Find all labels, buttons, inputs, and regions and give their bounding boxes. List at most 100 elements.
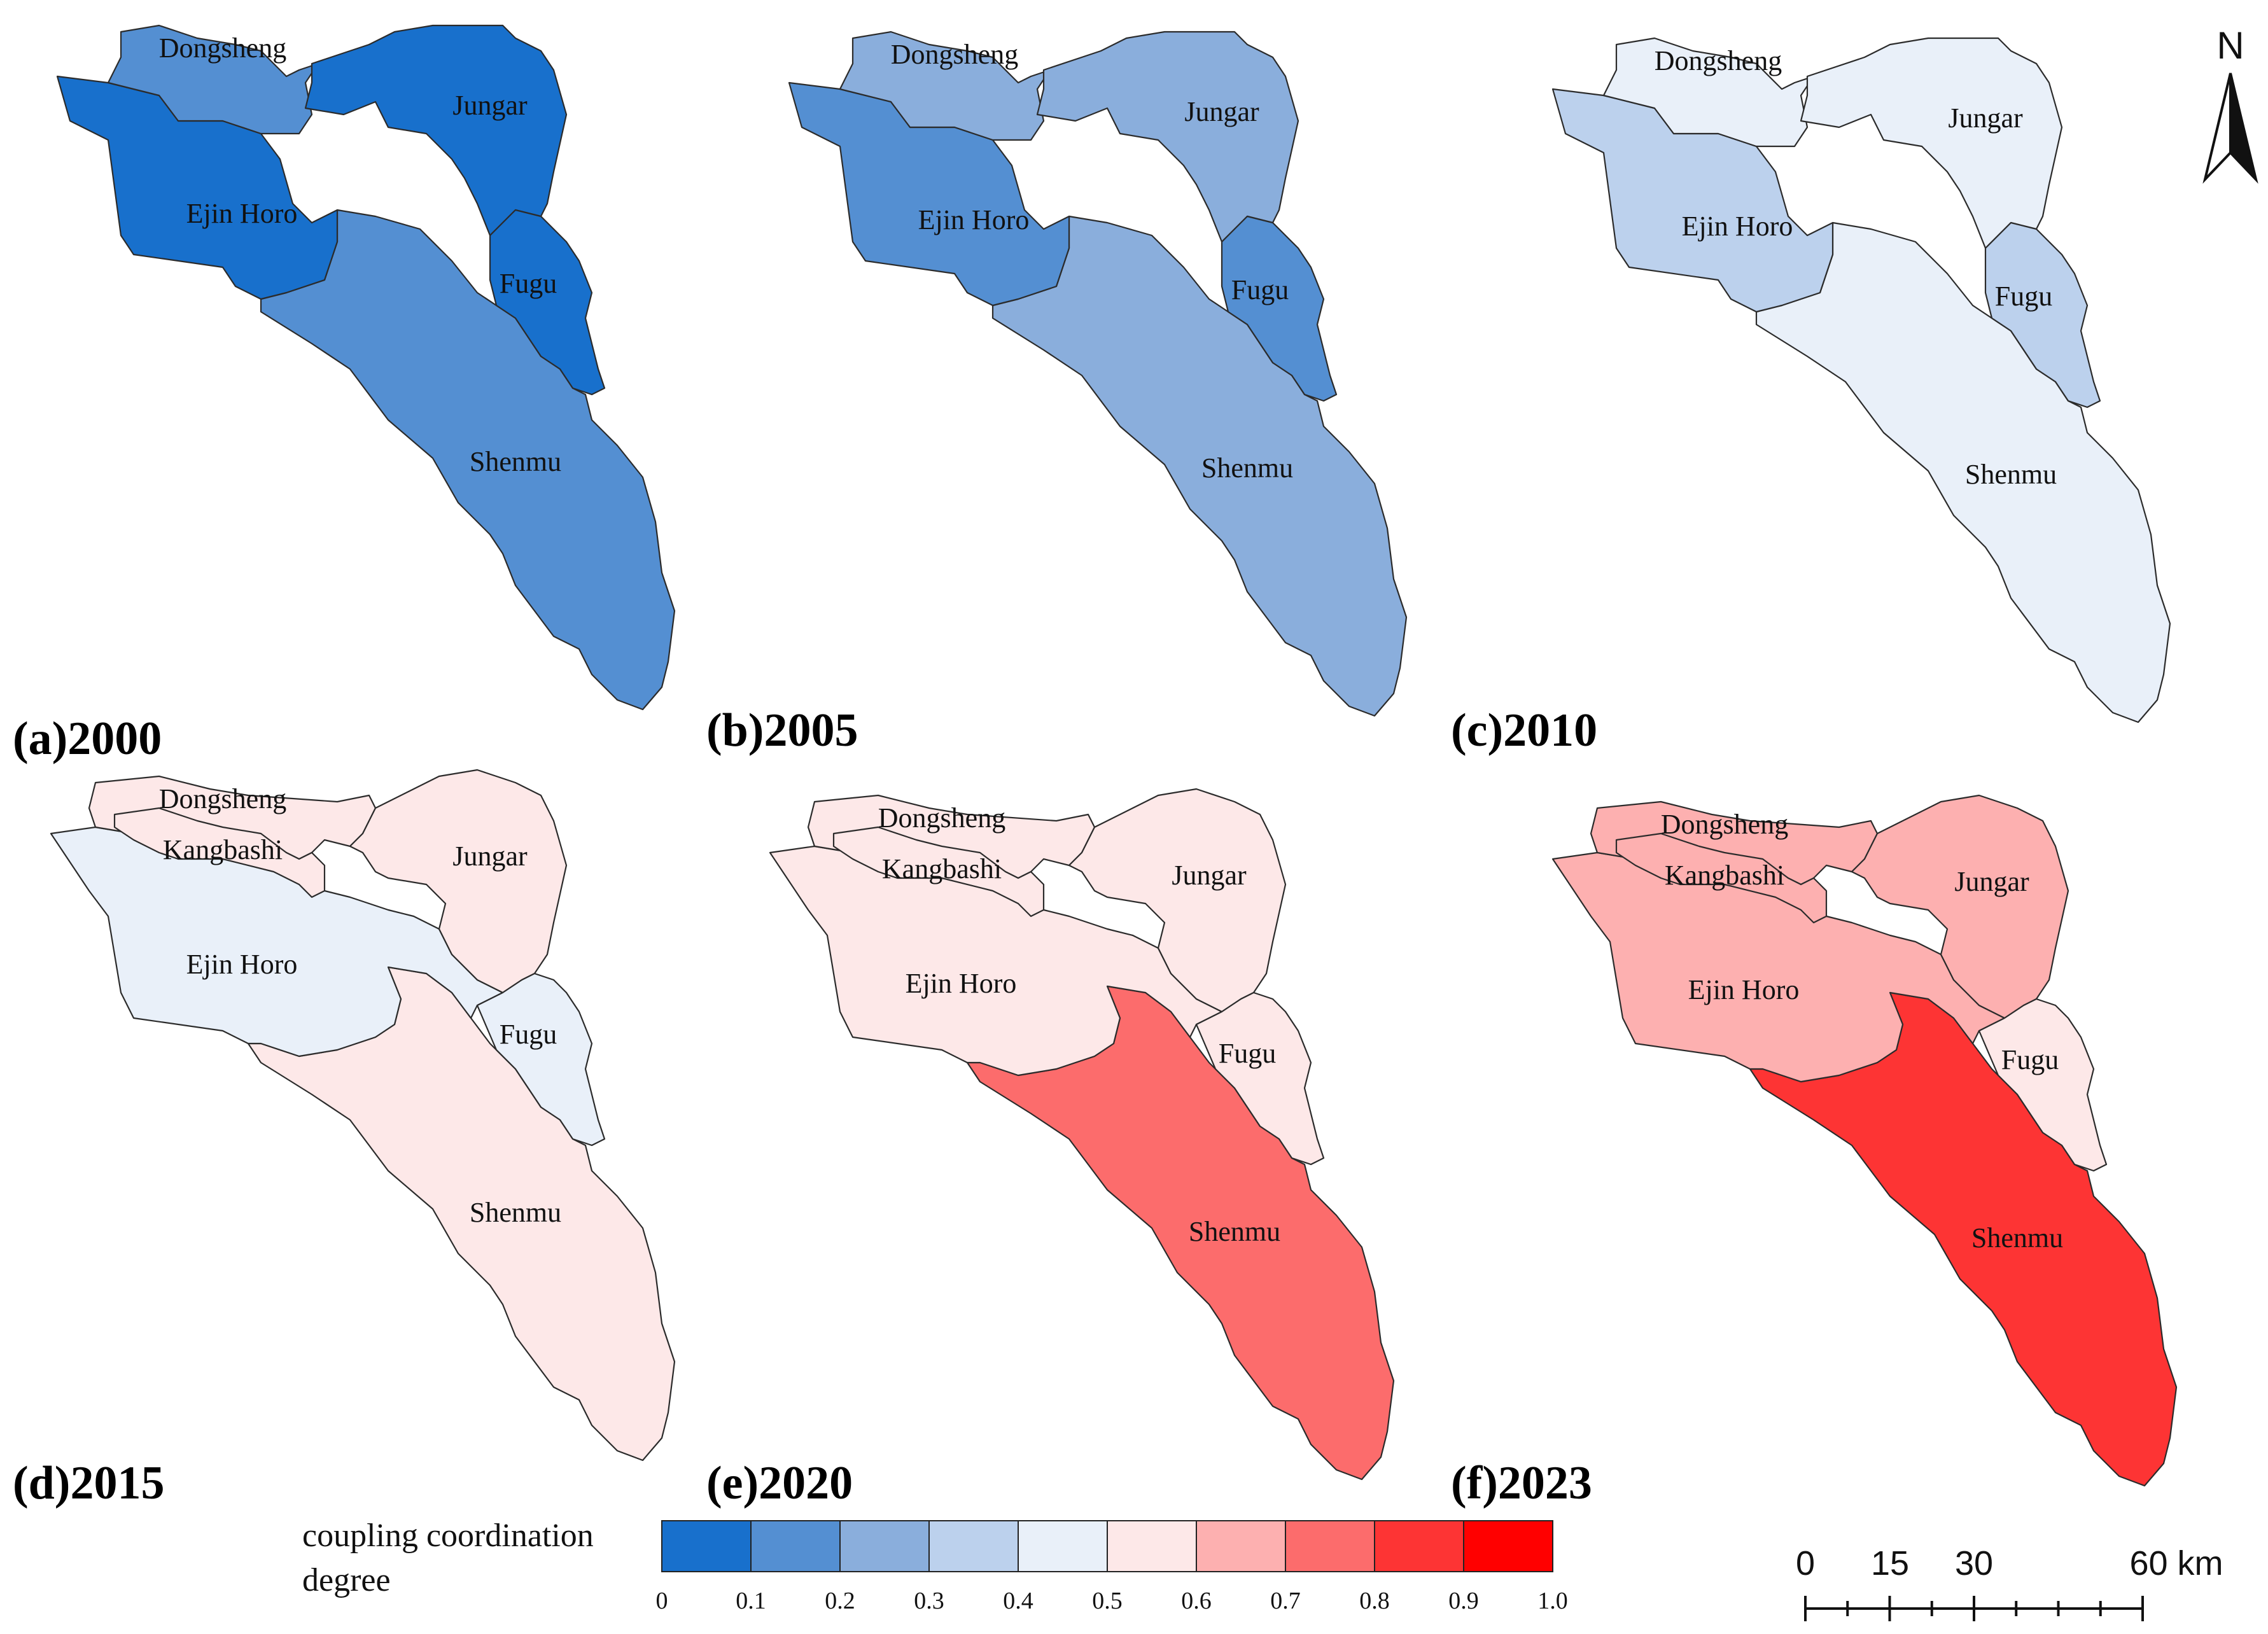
map-panel-4: Shenmu Ejin Horo Dongsheng Kangbashi Jungar F… <box>50 769 676 1462</box>
region-shenmu <box>1755 221 2171 723</box>
region-fugu <box>1978 998 2108 1172</box>
scale-bar: 0 15 30 60 km <box>1796 1544 2223 1621</box>
legend-swatch-9 <box>1374 1520 1464 1572</box>
legend-title-line1: coupling coordination <box>302 1518 594 1554</box>
legend-tick-label: 0.6 <box>1181 1588 1212 1614</box>
legend-swatch-6 <box>1107 1520 1197 1572</box>
map-panel-1: Shenmu Ejin Horo Dongsheng Jungar Fugu <box>56 24 676 711</box>
region-label-ejin-horo: Ejin Horo <box>186 949 298 980</box>
legend-tick-label: 0.9 <box>1448 1588 1479 1614</box>
north-arrow-icon <box>2202 73 2232 184</box>
region-jungar <box>1068 788 1287 1013</box>
north-arrow-icon-fill <box>2229 73 2258 184</box>
legend-swatch-1 <box>661 1520 752 1572</box>
map-panel-2: Shenmu Ejin Horo Dongsheng Jungar Fugu <box>788 31 1408 717</box>
panel-label-c: (c)2010 <box>1451 704 1597 757</box>
panel-label-e: (e)2020 <box>706 1457 853 1509</box>
region-fugu <box>476 972 606 1147</box>
map-panel-6: Shenmu Ejin Horo Dongsheng Kangbashi Jungar F… <box>1551 794 2178 1487</box>
legend-swatch-5 <box>1018 1520 1108 1572</box>
region-label-fugu: Fugu <box>500 268 557 299</box>
region-kangbashi <box>832 826 1045 918</box>
region-label-jungar: Jungar <box>1954 866 2029 897</box>
panel-label-a: (a)2000 <box>13 713 162 765</box>
region-label-shenmu: Shenmu <box>1189 1216 1280 1247</box>
legend-tick-label: 0 <box>656 1588 668 1614</box>
legend-tick-label: 0.8 <box>1359 1588 1390 1614</box>
legend-color-bar <box>661 1520 1553 1572</box>
legend-tick-label: 0.7 <box>1270 1588 1301 1614</box>
region-label-dongsheng: Dongsheng <box>878 802 1005 834</box>
region-label-shenmu: Shenmu <box>470 1197 561 1228</box>
region-kangbashi <box>1615 832 1828 924</box>
legend-swatch-10 <box>1463 1520 1553 1572</box>
region-label-jungar: Jungar <box>452 90 528 121</box>
map-panel-3: Shenmu Ejin Horo Dongsheng Jungar Fugu <box>1551 37 2171 723</box>
region-label-ejin-horo: Ejin Horo <box>1688 974 1800 1005</box>
region-label-dongsheng: Dongsheng <box>1655 45 1782 76</box>
legend-swatch-3 <box>839 1520 930 1572</box>
north-arrow-label: N <box>2216 24 2244 67</box>
region-label-ejin-horo: Ejin Horo <box>1682 211 1793 242</box>
region-label-shenmu: Shenmu <box>1971 1222 2063 1253</box>
legend-tick-label: 0.4 <box>1003 1588 1033 1614</box>
panel-label-d: (d)2015 <box>13 1457 164 1509</box>
region-fugu <box>1984 221 2101 408</box>
legend-title-line2: degree <box>302 1562 391 1598</box>
region-jungar <box>1036 31 1299 243</box>
region-label-kangbashi: Kangbashi <box>1665 860 1784 891</box>
region-jungar <box>1851 794 2069 1019</box>
legend-swatch-7 <box>1196 1520 1286 1572</box>
region-label-dongsheng: Dongsheng <box>159 783 286 814</box>
scale-label-30: 30 <box>1955 1544 1993 1582</box>
region-label-dongsheng: Dongsheng <box>1661 809 1788 840</box>
legend-tick-label: 0.1 <box>736 1588 766 1614</box>
region-label-fugu: Fugu <box>500 1019 557 1050</box>
region-label-fugu: Fugu <box>1231 274 1289 305</box>
region-label-ejin-horo: Ejin Horo <box>906 968 1017 999</box>
region-label-jungar: Jungar <box>1184 96 1259 127</box>
region-label-ejin-horo: Ejin Horo <box>918 204 1030 235</box>
scale-label-60km: 60 km <box>2129 1544 2223 1582</box>
region-label-dongsheng: Dongsheng <box>159 32 286 64</box>
region-label-dongsheng: Dongsheng <box>891 39 1018 70</box>
region-label-shenmu: Shenmu <box>1965 459 2057 490</box>
legend-swatch-2 <box>750 1520 841 1572</box>
region-label-kangbashi: Kangbashi <box>163 834 283 865</box>
scale-label-15: 15 <box>1871 1544 1909 1582</box>
scale-bar-line <box>1804 1596 2144 1621</box>
region-label-jungar: Jungar <box>452 841 528 872</box>
region-label-jungar: Jungar <box>1948 102 2023 134</box>
region-label-shenmu: Shenmu <box>470 446 561 477</box>
region-label-fugu: Fugu <box>1995 281 2052 312</box>
map-panel-5: Shenmu Ejin Horo Dongsheng Kangbashi Jungar F… <box>769 788 1395 1481</box>
region-label-fugu: Fugu <box>2001 1044 2059 1075</box>
region-label-kangbashi: Kangbashi <box>882 853 1002 884</box>
region-label-jungar: Jungar <box>1172 860 1247 891</box>
region-label-fugu: Fugu <box>1219 1038 1276 1069</box>
region-label-shenmu: Shenmu <box>1201 452 1293 484</box>
legend-ticks: 0 0.1 0.2 0.3 0.4 0.5 0.6 0.7 0.8 0.9 1.0 <box>656 1588 1568 1614</box>
legend-swatch-4 <box>928 1520 1019 1572</box>
legend-tick-label: 0.5 <box>1092 1588 1123 1614</box>
region-shenmu <box>260 209 676 711</box>
region-jungar <box>1800 37 2063 249</box>
legend-tick-label: 0.2 <box>825 1588 855 1614</box>
panel-label-b: (b)2005 <box>706 704 858 757</box>
north-arrow: N <box>2202 24 2258 184</box>
region-kangbashi <box>113 807 326 898</box>
region-fugu <box>1221 215 1338 402</box>
panel-label-f: (f)2023 <box>1451 1457 1592 1509</box>
legend-tick-label: 1.0 <box>1537 1588 1568 1614</box>
legend: coupling coordination degree 0 0.1 0.2 0.3 0… <box>302 1518 1568 1614</box>
region-jungar <box>349 769 568 994</box>
legend-tick-label: 0.3 <box>914 1588 944 1614</box>
region-shenmu <box>991 215 1408 717</box>
region-label-ejin-horo: Ejin Horo <box>186 198 298 229</box>
region-jungar <box>304 24 568 237</box>
region-fugu <box>489 209 606 396</box>
scale-label-0: 0 <box>1796 1544 1815 1582</box>
legend-swatch-8 <box>1285 1520 1375 1572</box>
